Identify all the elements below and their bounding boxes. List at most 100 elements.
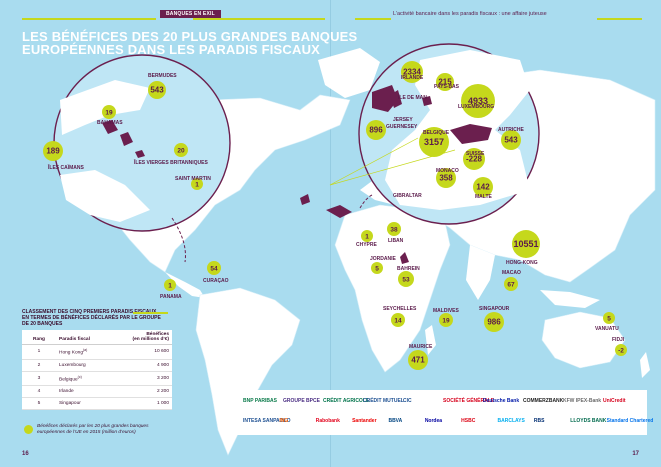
bubble-caribbean-0 (148, 81, 166, 99)
table-row: 3 Belgique(c) 3 200 (22, 371, 172, 387)
bank-logo-rbs: RBS (533, 418, 545, 424)
bubble-europe-10 (473, 177, 493, 197)
label-vanuatu: VANUATU (595, 326, 619, 332)
table-row: 5 Singapour 1 000 (22, 397, 172, 411)
bubble-world-11 (512, 230, 540, 258)
dashed-arrow (171, 217, 186, 263)
label-irlande: IRLANDE (401, 75, 424, 81)
australia-shape (541, 311, 626, 369)
bubble-world-6 (391, 313, 405, 327)
central-america-shape (165, 272, 205, 298)
page-title-line2: EUROPÉENNES DANS LES PARADIS FISCAUX (22, 42, 321, 57)
connector-line (329, 137, 419, 186)
col-profit-header: Bénéfices (en millions d’€) (126, 330, 172, 345)
bubble-value-europe-3: 4933 (468, 96, 488, 106)
bubble-europe-3 (461, 84, 495, 118)
label-macao: MACAO (502, 270, 521, 276)
label-gibraltar: GIBRALTAR (393, 193, 422, 199)
bank-logo-rabobank: Rabobank (315, 418, 340, 424)
bubble-value-europe-8: -228 (466, 155, 483, 164)
label-iles-vierges: ÎLES VIERGES BRITANNIQUES (134, 160, 208, 166)
bank-logo-ing: ING (279, 418, 289, 424)
ranking-rule (133, 312, 168, 314)
kicker-rule-right-b (597, 18, 642, 20)
rank-cell: 3 (22, 371, 56, 387)
bubble-world-9 (484, 312, 504, 332)
bank-logo-hsbc: HSBC (461, 418, 476, 424)
table-row: 4 Irlande 2 200 (22, 385, 172, 399)
bank-logo-standard-chartered: Standard Chartered (606, 418, 654, 424)
bubble-value-caribbean-1: 19 (105, 110, 113, 117)
rank-cell: 1 (22, 344, 56, 360)
bubble-world-2 (361, 230, 373, 242)
madagascar-shape (425, 325, 436, 355)
country-cell: Irlande (56, 385, 126, 399)
label-pays-bas: PAYS-BAS (434, 84, 460, 90)
label-panama: PANAMA (160, 294, 182, 300)
greenland-shape (318, 48, 380, 98)
bank-logo-groupe-bpce: GROUPE BPCE (283, 398, 320, 404)
ranking-title-l3: DE 20 BANQUES (22, 321, 63, 327)
bubble-value-europe-9: 358 (439, 174, 453, 183)
bubble-europe-9 (436, 168, 456, 188)
bank-logo-cr-dit-agricole: CRÉDIT AGRICOLE (323, 398, 370, 404)
profit-cell: 1 000 (126, 397, 172, 411)
bubble-value-europe-10: 142 (476, 183, 490, 192)
bank-logo-lloyds-bank: LLOYDS BANK (570, 418, 607, 424)
caribbean-inset (53, 54, 231, 232)
label-belgique: BELGIQUE (423, 130, 450, 136)
bubble-value-world-1: 54 (210, 266, 218, 273)
bubble-value-world-11: 10551 (513, 239, 538, 249)
bank-logo-deutsche-bank: Deutsche Bank (483, 398, 520, 404)
indonesia-shape (540, 290, 600, 308)
country-cell: Hong Kong(a) (56, 344, 126, 360)
bubble-value-world-12: 5 (607, 316, 611, 323)
label-iles-caimans: ÎLES CAÏMANS (48, 165, 84, 171)
bubble-value-europe-0: 2334 (403, 68, 421, 77)
bubble-world-12 (603, 312, 615, 324)
europe-inset (358, 43, 540, 225)
label-bermudes: BERMUDES (148, 73, 177, 79)
rank-cell: 4 (22, 385, 56, 399)
country-cell: Belgique(c) (56, 371, 126, 387)
bubble-value-world-8: 19 (442, 318, 450, 325)
kicker-rule-mid (193, 18, 325, 20)
bank-logo-bnp-paribas: BNP PARIBAS (243, 398, 277, 404)
table-header-row: Rang Paradis fiscal Bénéfices (en million… (22, 330, 172, 345)
label-autriche: AUTRICHE (498, 127, 524, 133)
ranking-title-l1: CLASSEMENT DES CINQ PREMIERS PARADIS FIS… (22, 309, 157, 315)
bank-logo-intesa-sanpaolo: INTESA SANPAOLO (243, 418, 291, 424)
new-zealand-shape (640, 352, 650, 378)
bubble-value-europe-5: 896 (369, 126, 383, 135)
bank-logo-unicredit: UniCredit (603, 398, 626, 404)
legend-line1: Bénéfices déclarés par les 20 plus grand… (37, 424, 149, 429)
bank-logos-panel: BNP PARIBAS GROUPE BPCE CRÉDIT AGRICOLE CRÉ… (237, 390, 653, 435)
bubble-world-5 (398, 271, 414, 287)
bubble-caribbean-1 (102, 105, 116, 119)
label-luxembourg: LUXEMBOURG (458, 104, 495, 110)
label-suisse: SUISSE (466, 151, 485, 157)
bubble-world-0 (164, 279, 176, 291)
bubble-value-caribbean-2: 189 (46, 147, 60, 156)
left-kicker: BANQUES EN EXIL (160, 10, 221, 18)
label-fidji: FIDJI (612, 337, 625, 343)
india-shape (466, 245, 495, 300)
bubble-value-world-9: 986 (487, 318, 501, 327)
page-title-line1: LES BÉNÉFICES DES 20 PLUS GRANDES BANQUE… (22, 29, 358, 44)
profit-cell: 2 200 (126, 385, 172, 399)
country-cell: Singapour (56, 397, 126, 411)
bubble-world-8 (439, 313, 453, 327)
col-profit-header-l2: (en millions d’€) (132, 337, 169, 342)
label-bahamas: BAHAMAS (97, 120, 123, 126)
bank-logo-cic: CIC (403, 398, 412, 404)
bank-logo-bbva: BBVA (388, 418, 403, 424)
kicker-rule-right-a (355, 18, 391, 20)
ranking-title-l2: EN TERMES DE BÉNÉFICES DÉCLARÉS PAR LE G… (22, 315, 161, 321)
middle-east-highlight (400, 252, 409, 264)
bubble-value-world-4: 5 (375, 266, 379, 273)
bubble-value-world-0: 1 (168, 283, 172, 290)
bubble-value-world-3: 38 (390, 227, 398, 234)
label-malte: MALTE (475, 194, 492, 200)
label-ile-de-man: ÎLE DE MAN (398, 95, 427, 101)
